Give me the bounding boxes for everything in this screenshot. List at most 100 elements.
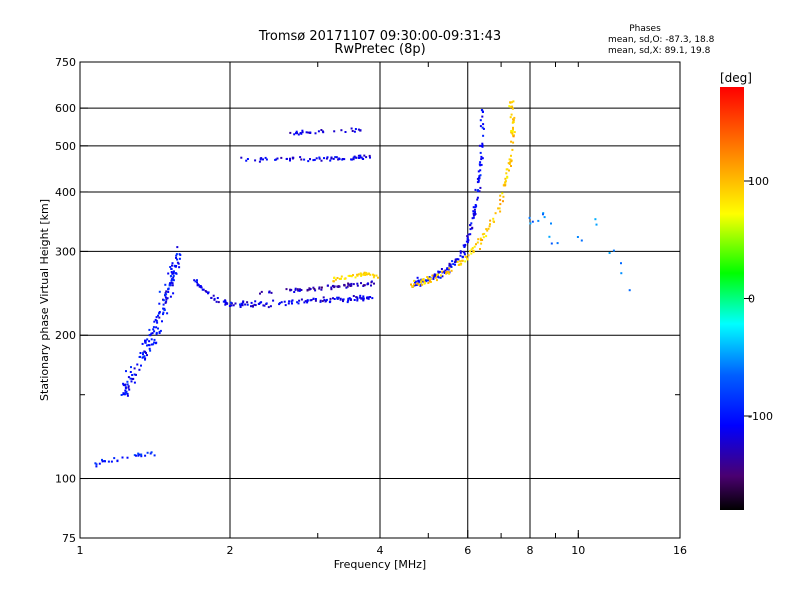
- data-point: [502, 200, 504, 203]
- data-point: [246, 301, 249, 304]
- data-point: [163, 309, 166, 311]
- data-point: [162, 311, 165, 314]
- data-point: [303, 301, 306, 304]
- data-point: [375, 274, 378, 277]
- data-point: [351, 130, 354, 132]
- data-point: [246, 158, 249, 160]
- data-point: [414, 284, 417, 287]
- data-point: [365, 271, 368, 274]
- data-point: [150, 343, 153, 346]
- data-point: [340, 129, 343, 132]
- data-point: [479, 151, 482, 154]
- x-axis: 1 2 4 6 8 10 16: [77, 62, 687, 557]
- data-point: [356, 274, 359, 277]
- data-point: [312, 159, 315, 162]
- data-point: [550, 222, 552, 225]
- data-point: [310, 299, 313, 302]
- data-point: [165, 300, 168, 303]
- data-point: [433, 273, 436, 276]
- data-point: [347, 283, 350, 286]
- data-point: [274, 158, 277, 161]
- colorbar-gradient: [720, 87, 744, 510]
- data-point: [113, 457, 116, 460]
- data-point: [508, 158, 511, 161]
- x-tick-label: 16: [673, 544, 687, 557]
- data-point: [469, 250, 471, 253]
- data-point: [127, 386, 130, 389]
- data-point: [309, 288, 312, 290]
- data-point: [550, 242, 553, 245]
- data-point: [171, 264, 173, 267]
- data-point: [331, 285, 334, 288]
- data-point: [121, 456, 124, 459]
- data-point: [129, 377, 132, 380]
- data-point: [442, 270, 445, 273]
- data-point: [464, 255, 467, 258]
- data-point: [505, 172, 508, 175]
- data-point: [418, 283, 421, 286]
- data-point: [453, 261, 456, 264]
- data-point: [481, 142, 484, 145]
- data-point: [485, 228, 488, 231]
- data-point: [413, 279, 416, 282]
- data-point: [437, 276, 440, 279]
- data-point: [444, 269, 447, 272]
- data-point: [510, 140, 513, 143]
- data-point: [469, 224, 472, 227]
- data-point: [542, 212, 545, 215]
- data-point: [446, 268, 448, 271]
- data-point: [276, 157, 279, 160]
- data-point: [369, 273, 372, 276]
- data-point: [367, 296, 370, 299]
- data-point: [347, 274, 350, 277]
- data-point: [343, 158, 346, 161]
- data-point: [429, 277, 432, 280]
- data-point: [510, 130, 513, 132]
- data-point: [171, 262, 174, 265]
- data-point: [548, 235, 551, 238]
- data-point: [262, 304, 265, 307]
- data-point: [416, 282, 419, 285]
- data-point: [437, 270, 440, 273]
- data-point: [466, 236, 469, 239]
- data-point: [177, 262, 180, 265]
- data-point: [476, 196, 479, 199]
- data-point: [127, 376, 130, 379]
- data-point: [319, 299, 322, 302]
- data-point: [529, 222, 532, 225]
- data-point: [306, 299, 309, 302]
- data-point: [157, 314, 159, 317]
- data-point: [165, 290, 168, 293]
- data-point: [488, 225, 491, 228]
- data-point: [335, 156, 338, 159]
- data-point: [224, 300, 227, 302]
- data-point: [371, 297, 374, 300]
- data-point: [504, 184, 507, 187]
- x-tick-label: 1: [77, 544, 84, 557]
- data-point: [224, 303, 227, 306]
- data-point: [451, 260, 454, 263]
- data-point: [482, 127, 485, 130]
- data-point: [265, 158, 268, 161]
- data-point: [216, 297, 219, 299]
- data-point: [124, 387, 127, 390]
- data-point: [175, 254, 178, 257]
- data-point: [161, 320, 163, 323]
- data-point: [456, 260, 459, 263]
- data-point: [133, 381, 136, 384]
- data-point: [357, 273, 360, 276]
- colorbar-tick-label: -100: [748, 410, 773, 423]
- data-point: [580, 239, 583, 242]
- data-point: [513, 131, 516, 134]
- data-point: [476, 241, 479, 244]
- data-point: [297, 302, 300, 305]
- data-point: [158, 332, 161, 334]
- data-point: [497, 207, 500, 210]
- data-point: [446, 270, 449, 273]
- data-point: [345, 286, 348, 289]
- data-point: [169, 266, 172, 268]
- data-point: [448, 262, 451, 265]
- data-point: [148, 344, 151, 347]
- data-point: [458, 263, 461, 266]
- data-point: [492, 217, 495, 220]
